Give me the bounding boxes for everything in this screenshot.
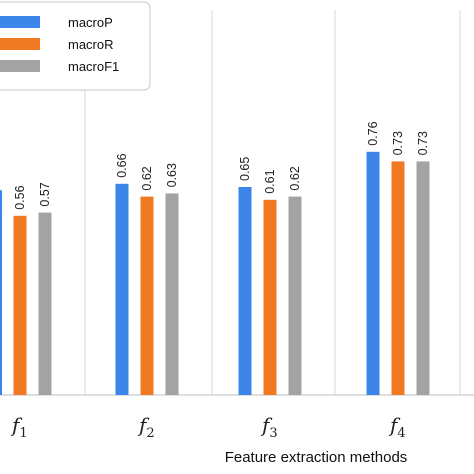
legend-label-macroP: macroP bbox=[68, 15, 113, 30]
legend-swatch-macroF1 bbox=[0, 60, 40, 72]
bar-macroR-3 bbox=[263, 199, 277, 395]
legend-label-macroR: macroR bbox=[68, 37, 114, 52]
bar-macroP-3 bbox=[238, 187, 252, 395]
x-tick-subscript: 1 bbox=[19, 426, 27, 441]
data-labels: 0.66 0.65 0.76 0.56 0.62 0.61 0.73 0.57 0.63 0.62… bbox=[13, 121, 430, 209]
x-axis-label: Feature extraction methods bbox=[225, 449, 408, 466]
data-label-macroP-3: 0.65 bbox=[238, 157, 252, 181]
data-label-macroR-4: 0.73 bbox=[391, 131, 405, 155]
bar-macroP-4 bbox=[366, 151, 380, 395]
bar-macroR-1 bbox=[13, 215, 27, 395]
data-label-macroF1-4: 0.73 bbox=[416, 131, 430, 155]
data-label-macroR-3: 0.61 bbox=[263, 169, 277, 193]
bar-macroR-2 bbox=[140, 196, 154, 395]
data-label-macroP-4: 0.76 bbox=[366, 121, 380, 145]
bar-macroF1-2 bbox=[165, 193, 179, 395]
legend-swatch-macroR bbox=[0, 38, 40, 50]
bar-macroF1-1 bbox=[38, 212, 52, 395]
bar-macroP-cut bbox=[0, 190, 2, 395]
bar-macroF1-4 bbox=[416, 161, 430, 395]
bar-macroP-2 bbox=[115, 183, 129, 395]
data-label-macroF1-3: 0.62 bbox=[288, 166, 302, 190]
data-label-macroF1-1: 0.57 bbox=[38, 182, 52, 206]
legend-label-macroF1: macroF1 bbox=[68, 59, 119, 74]
bar-macroF1-3 bbox=[288, 196, 302, 395]
data-label-macroF1-2: 0.63 bbox=[165, 163, 179, 187]
bars bbox=[0, 151, 430, 395]
x-tick-subscript: 4 bbox=[397, 426, 405, 441]
x-tick-subscript: 2 bbox=[146, 426, 154, 441]
x-tick-subscript: 3 bbox=[269, 426, 277, 441]
bar-macroR-4 bbox=[391, 161, 405, 395]
legend-swatch-macroP bbox=[0, 16, 40, 28]
data-label-macroP-2: 0.66 bbox=[115, 153, 129, 177]
data-label-macroR-2: 0.62 bbox=[140, 166, 154, 190]
legend: macroP macroR macroF1 bbox=[0, 1, 151, 91]
data-label-macroR-1: 0.56 bbox=[13, 185, 27, 209]
